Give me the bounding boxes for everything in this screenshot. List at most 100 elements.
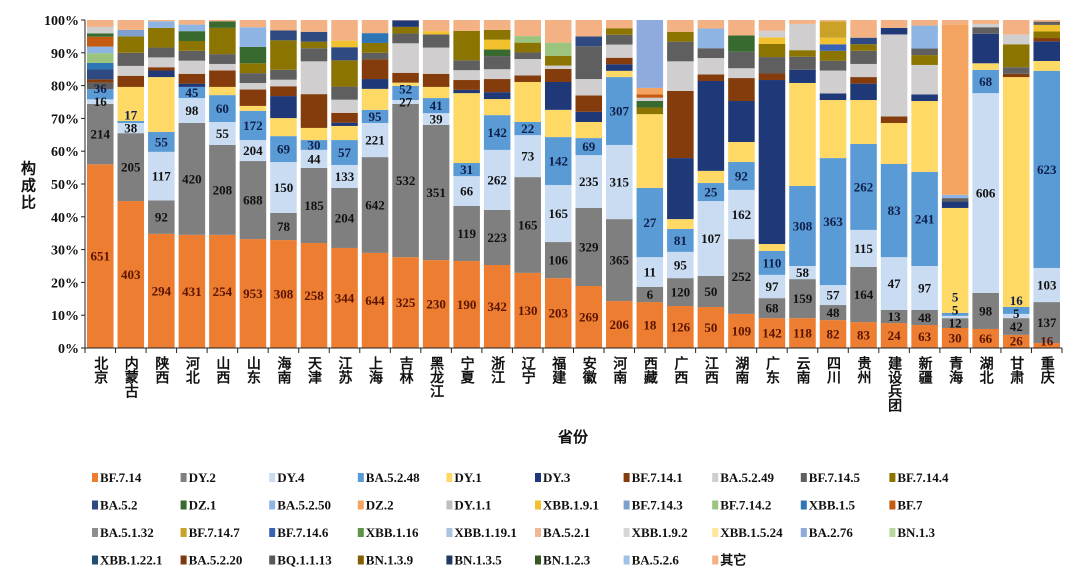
segment-BA.5.2.49 (606, 44, 633, 58)
legend-item: BA.5.2 (92, 498, 138, 513)
x-tick-label: 广西 (672, 355, 688, 385)
bar-江苏: 344 204 133 57 (331, 20, 358, 348)
segment-BF.7.14.4 (850, 44, 877, 51)
segment-BF.7.14 (361, 252, 389, 348)
segment-BF.7.14.1 (148, 67, 175, 71)
y-axis: 0% 10% 20% 30% 40% 50% 60% 70% 80% 90% 100% (44, 14, 86, 357)
data-label: 95 (369, 109, 383, 124)
segment-BF.7 (636, 94, 664, 98)
data-label: 98 (185, 103, 199, 118)
data-label: 66 (979, 331, 993, 346)
legend-swatch (180, 555, 187, 565)
segment-BF.7.14.5 (1002, 67, 1030, 74)
data-label: 5 (952, 290, 959, 305)
segment-DY.4 (850, 229, 877, 267)
segment-BF.7.14 (392, 257, 419, 348)
segment-BA.5.2.49 (972, 23, 999, 28)
segment-DY.2 (300, 167, 328, 244)
segment-BA.5.2.49 (392, 43, 419, 73)
segment-DY.4 (392, 100, 419, 104)
segment-BF.7.14.1 (270, 86, 297, 97)
legend-item: BF.7.14.1 (623, 470, 683, 485)
segment-BF.7.14.1 (483, 79, 511, 93)
data-label: 204 (243, 143, 263, 158)
legend-label: BF.7.14 (100, 470, 142, 485)
legend-item: DZ.2 (357, 498, 394, 513)
segment-DZ.1 (178, 31, 206, 41)
legend-item: BF.7.14.2 (712, 498, 771, 513)
legend-swatch (889, 500, 896, 510)
data-label: 315 (610, 175, 630, 190)
segment-DY.4 (819, 285, 847, 306)
data-label: 31 (460, 162, 473, 177)
segment-DY.1 (697, 170, 725, 184)
segment-BF.7.14.2 (87, 53, 114, 63)
data-label: 159 (793, 291, 813, 306)
bar-云南: 118 159 58 308 (789, 20, 816, 348)
segment-BF.7.14.1 (758, 73, 786, 81)
legend-label: XBB.1.5.24 (720, 525, 783, 540)
legend-swatch (92, 555, 98, 565)
data-label: 119 (457, 226, 476, 241)
bars: 6512141636403205381729492117554314209845… (87, 20, 1060, 349)
segment-DY.2 (728, 239, 755, 314)
legend-item: BA.2.76 (800, 525, 853, 540)
x-tick-label: 辽宁 (520, 356, 536, 385)
legend-swatch (269, 500, 276, 510)
segment-DY.4 (544, 184, 572, 243)
segment-DY.4 (575, 155, 603, 208)
y-tick-label: 0% (58, 342, 79, 357)
segment-DY.1 (239, 105, 267, 111)
legend-label: BN.1.3 (897, 525, 935, 540)
segment-DY.3 (850, 83, 877, 101)
segment-BA.5.2.48 (606, 77, 633, 145)
bar-安徽: 269 329 235 69 (575, 20, 603, 348)
data-label: 38 (124, 121, 138, 136)
segment-BF.7.14.4 (270, 40, 297, 70)
segment-BF.7.14.5 (361, 52, 389, 60)
legend-item: DY.1 (446, 470, 482, 485)
segment-其它 (819, 20, 847, 22)
segment-BF.7.14 (758, 318, 786, 348)
x-tick-label: 云南 (794, 356, 810, 385)
legend-label: DZ.1 (189, 498, 217, 513)
segment-BA.5.2.50 (697, 28, 725, 49)
segment-DY.3 (1033, 41, 1060, 61)
data-label: 230 (426, 297, 446, 312)
segment-其它 (606, 20, 633, 29)
x-tick-label: 安徽 (581, 355, 598, 385)
data-label: 329 (579, 239, 599, 254)
legend-swatch (800, 528, 807, 537)
segment-BA.5.2.49 (239, 82, 267, 90)
segment-BF.7.14.4 (209, 27, 236, 55)
segment-BF.7.14.1 (1002, 73, 1030, 78)
segment-BF.7.14 (941, 327, 969, 348)
segment-DY.3 (331, 122, 358, 126)
legend-swatch (446, 473, 453, 482)
legend-label: BF.7.14.4 (897, 470, 949, 485)
data-label: 18 (643, 318, 657, 333)
legend-item: XBB.1.19.1 (446, 525, 517, 540)
segment-BF.7.14.5 (1033, 21, 1060, 25)
segment-XBB.1.5 (87, 62, 114, 70)
segment-BA.2.76 (636, 20, 664, 88)
data-label: 97 (918, 280, 932, 295)
legend-swatch (535, 555, 541, 565)
segment-其它 (117, 20, 145, 30)
segment-DY.2 (87, 103, 114, 165)
segment-BF.7.14.5 (392, 33, 419, 44)
legend-swatch (712, 473, 719, 482)
segment-BF.7.14 (880, 323, 908, 348)
segment-BF.7.14.5 (239, 73, 267, 83)
segment-其它 (453, 20, 480, 31)
bar-西藏: 18 6 11 27 (636, 20, 664, 348)
data-label: 214 (91, 127, 111, 142)
data-label: 165 (518, 218, 538, 233)
data-label: 24 (888, 328, 902, 343)
data-label: 52 (399, 82, 412, 97)
segment-BF.7.14.4 (789, 50, 816, 57)
segment-DY.1 (667, 219, 694, 229)
segment-DY.2 (361, 157, 389, 253)
x-tick-label: 西藏 (642, 356, 658, 385)
data-label: 106 (548, 253, 568, 268)
